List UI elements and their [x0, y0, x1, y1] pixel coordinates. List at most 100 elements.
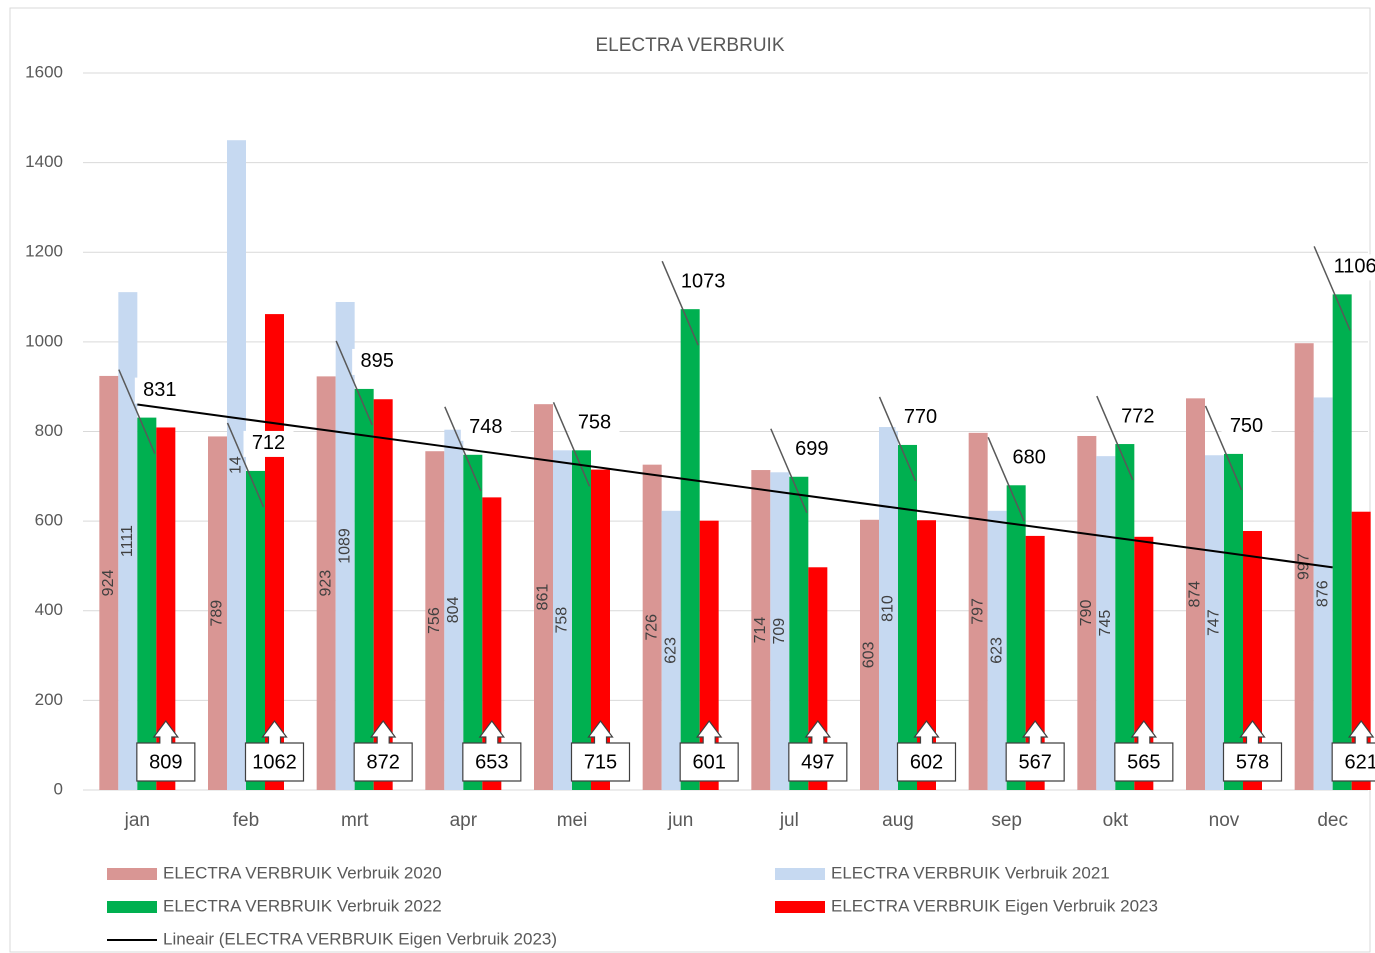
label-bg: [569, 410, 620, 437]
bar: [265, 314, 284, 790]
bar: [246, 470, 265, 790]
value-label: 923: [317, 570, 334, 597]
label-callout: [896, 720, 957, 782]
leader-line: [1096, 395, 1134, 481]
leader-line: [987, 436, 1025, 522]
label-bg: [786, 436, 837, 463]
bar: [1351, 511, 1371, 790]
leader-line: [226, 422, 265, 508]
value-label: 872: [366, 751, 399, 773]
leader-line: [118, 369, 156, 454]
y-tick-label: 200: [35, 690, 63, 709]
leader-line: [661, 260, 699, 346]
bar: [860, 519, 879, 790]
value-label: 715: [584, 751, 617, 773]
label-bg: [1221, 413, 1272, 440]
value-label: 758: [578, 412, 611, 434]
value-label: 924: [100, 570, 117, 597]
bar: [1205, 455, 1224, 790]
bar: [699, 520, 719, 790]
value-label: 789: [209, 600, 226, 627]
value-label: 726: [643, 614, 660, 641]
value-label: 653: [475, 751, 508, 773]
value-label: 750: [1230, 415, 1263, 437]
value-label: 1111: [119, 525, 136, 557]
bar: [789, 476, 809, 790]
y-tick-label: 600: [35, 511, 63, 530]
leader-line: [552, 402, 591, 487]
bar: [661, 510, 681, 790]
bar: [463, 454, 483, 790]
bar: [227, 140, 246, 790]
bar: [591, 469, 610, 790]
value-label: 1106: [1334, 256, 1375, 278]
legend-label: Lineair (ELECTRA VERBRUIK Eigen Verbruik…: [163, 929, 557, 948]
x-tick-label: jul: [779, 810, 799, 831]
label-bg: [895, 404, 946, 431]
x-tick-label: okt: [1103, 810, 1129, 831]
value-label: 831: [143, 379, 176, 401]
bar: [1294, 343, 1314, 790]
label-bg: [1112, 404, 1163, 431]
legend-label: ELECTRA VERBRUIK Verbruik 2021: [831, 863, 1110, 882]
label-callout: [788, 720, 848, 782]
value-label: 709: [771, 618, 788, 645]
label-callout: [1331, 720, 1375, 782]
bar: [987, 510, 1007, 790]
bar: [335, 301, 355, 790]
label-bg: [460, 414, 511, 441]
value-label: 567: [1018, 751, 1051, 773]
bar: [1077, 435, 1097, 790]
bar: [208, 436, 227, 790]
value-label: 747: [1206, 609, 1223, 636]
label-bg: [352, 348, 403, 375]
bar: [1313, 397, 1333, 790]
x-tick-label: jun: [667, 810, 693, 831]
value-label: 601: [692, 751, 725, 773]
legend-label: ELECTRA VERBRUIK Verbruik 2022: [163, 896, 442, 915]
value-label: 14: [228, 456, 245, 474]
bar: [680, 309, 700, 790]
leader-line: [1204, 405, 1243, 491]
label-callout: [1222, 720, 1283, 782]
value-label: 810: [880, 595, 897, 622]
value-label: 748: [469, 416, 502, 438]
bar: [137, 417, 157, 790]
y-tick-label: 800: [35, 421, 63, 440]
x-tick-label: feb: [233, 810, 259, 831]
label-callout: [1005, 720, 1065, 782]
bar: [1243, 530, 1262, 790]
legend-swatch: [775, 901, 825, 913]
label-callout: [244, 720, 305, 782]
x-tick-label: mei: [557, 810, 588, 831]
bar: [917, 520, 936, 790]
y-tick-label: 400: [35, 600, 63, 619]
bar: [553, 450, 572, 790]
value-label: 565: [1127, 751, 1160, 773]
bar: [316, 376, 336, 790]
bar: [156, 427, 176, 790]
bar: [1224, 453, 1243, 790]
legend-label: ELECTRA VERBRUIK Verbruik 2020: [163, 863, 442, 882]
bar: [770, 472, 790, 790]
value-label: 1073: [681, 270, 726, 292]
legend-swatch: [775, 868, 825, 880]
bar: [482, 497, 502, 790]
bar: [1096, 456, 1116, 790]
value-label: 797: [969, 598, 986, 625]
x-tick-label: apr: [450, 810, 478, 831]
label-bg: [243, 430, 294, 457]
leader-line: [770, 428, 808, 514]
value-label: 712: [252, 432, 285, 454]
value-label: 804: [445, 596, 462, 623]
bar: [534, 404, 553, 790]
value-label: 997: [1295, 553, 1312, 580]
bar: [642, 464, 662, 790]
bar: [1006, 485, 1026, 790]
bar: [898, 444, 917, 790]
leader-line: [878, 396, 917, 482]
value-label: 772: [1121, 405, 1154, 427]
label-bg: [1004, 445, 1055, 472]
value-label: 809: [149, 751, 182, 773]
